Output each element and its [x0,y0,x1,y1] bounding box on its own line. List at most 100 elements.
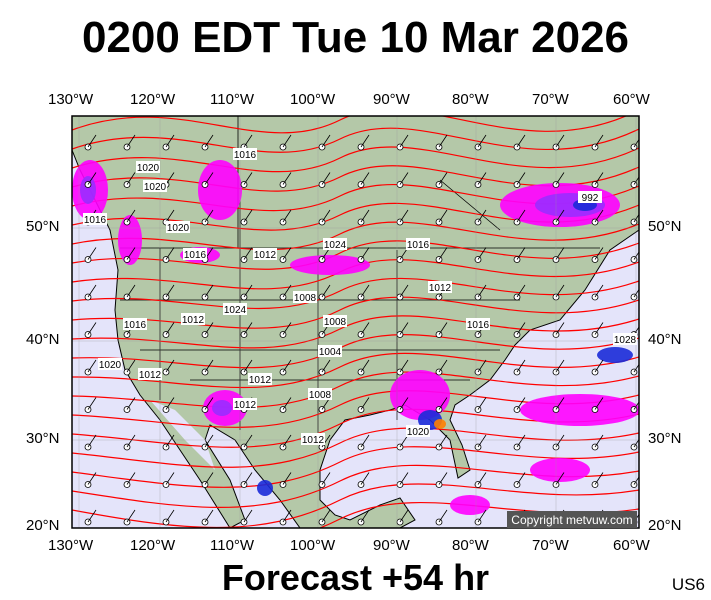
wind-barb [243,209,253,223]
wind-barb [282,322,292,335]
wind-barb [594,397,604,410]
wind-barb [360,322,370,335]
wind-barb [282,284,292,298]
wind-barb [516,322,526,335]
wind-barb [165,472,175,485]
wind-barb [633,401,639,410]
wind-barb [555,397,565,410]
wind-barb [477,209,487,223]
lat-label: 30°N [648,430,682,447]
wind-barb [360,434,370,448]
isobar-label: 1016 [183,248,207,261]
isobar-label: 1020 [143,180,167,193]
isobar-line [72,446,639,488]
wind-barb [360,172,370,185]
wind-barb [360,284,370,298]
lon-label: 110°W [210,537,255,554]
wind-barb [204,134,214,148]
isobar-label-text: 1016 [184,250,207,261]
isobar-label: 1012 [181,313,205,326]
wind-barb [477,397,487,410]
wind-barb [321,472,331,485]
precip-area [450,495,490,515]
wind-barb [438,509,448,523]
wind-barb [399,284,409,298]
wind-barb [87,472,97,485]
wind-barb [555,134,565,148]
wind-barb [633,176,639,185]
wind-barb [321,134,331,148]
wind-barb [87,284,97,298]
isobar-line [72,427,639,468]
isobar-label-text: 1016 [124,320,147,331]
wind-barb [399,172,409,185]
map-title: 0200 EDT Tue 10 Mar 2026 [81,13,630,62]
isobar-label: 1012 [233,398,257,411]
wind-barb [477,134,487,148]
isobar-label-text: 1020 [137,163,160,174]
isobar-label: 1012 [248,373,272,386]
isobar-label-text: 1012 [234,400,257,411]
wind-barb [399,359,409,373]
isobar-label-text: 1024 [324,240,347,251]
wind-barb [594,247,604,260]
wind-barb [516,434,526,448]
isobar-label: 1016 [406,238,430,251]
wind-barb [399,134,409,148]
wind-barb [438,434,448,448]
wind-barb [282,134,292,148]
wind-barb [87,397,97,410]
wind-barb [633,438,639,448]
wind-barb [282,247,292,260]
wind-barb [477,172,487,185]
precip-area [530,458,590,482]
wind-barb [243,472,253,485]
wind-barb [399,509,409,523]
wind-barb [438,134,448,148]
wind-barb [438,397,448,410]
isobar-label-text: 1020 [99,360,122,371]
precip-area [198,160,242,220]
isobar-label: 1012 [301,433,325,446]
precip-area [390,370,450,420]
wind-barb [633,251,639,260]
wind-barb [360,397,370,410]
isobar-line [72,277,639,310]
isobar-line [72,315,639,349]
wind-barb [243,247,253,260]
wind-barb [477,359,487,373]
isobar-label-text: 1004 [319,347,342,358]
wind-barb [360,247,370,260]
wind-barb [165,134,175,148]
wind-barb [477,284,487,298]
lat-label: 40°N [26,331,60,348]
isobar-label: 1016 [123,318,147,331]
wind-barb [204,284,214,298]
wind-barb [243,172,253,185]
precip-area [212,400,232,416]
wind-barb [594,284,604,298]
isobar-label-text: 1008 [294,293,317,304]
wind-barb [633,326,639,335]
isobar-line [72,352,639,389]
precip-area [118,215,142,265]
wind-barb [360,359,370,373]
wind-barb [126,172,136,185]
wind-barb [555,322,565,335]
wind-barb [594,134,604,148]
wind-barb [594,209,604,223]
wind-barb [243,359,253,373]
wind-barb [360,509,370,523]
wind-barb [555,247,565,260]
copyright-text: Copyright metvuw.com [511,513,632,527]
wind-barb [282,434,292,448]
wind-barb [165,172,175,185]
wind-barb [204,172,214,185]
isobar-label-text: 1012 [139,370,162,381]
wind-barb [321,172,331,185]
station-markers [84,134,639,526]
isobar-label-text: 1012 [254,250,277,261]
isobar-label-text: 1028 [614,335,637,346]
wind-barb [204,509,214,523]
